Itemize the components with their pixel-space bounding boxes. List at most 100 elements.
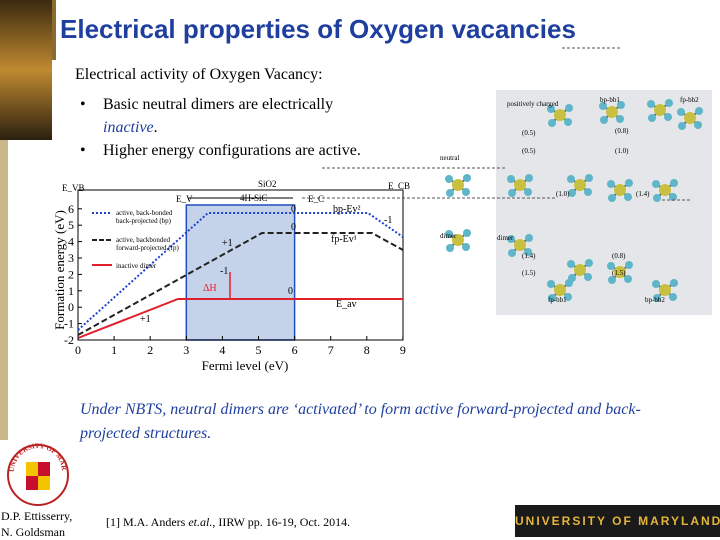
band-label: E_V (176, 194, 193, 204)
x-tick-label: 8 (364, 343, 370, 357)
diagram-label: positively charged (507, 100, 559, 108)
atom (446, 189, 454, 197)
energy-label: (0.5) (522, 147, 536, 155)
vacancy (574, 179, 586, 191)
energy-label: (1.5) (522, 269, 536, 277)
atom (652, 280, 660, 288)
atom (565, 279, 573, 287)
authors: D.P. Ettisserry, N. Goldsman (1, 508, 72, 540)
y-tick-label: 5 (68, 218, 74, 232)
bp-curve (77, 212, 404, 331)
bullet-text: Higher energy configurations are active. (103, 142, 361, 159)
band-label: E_VB (62, 183, 85, 193)
diagram-label: bp-bb2 (645, 296, 665, 304)
atom (694, 121, 702, 129)
atom (665, 99, 673, 107)
atom (648, 114, 656, 122)
caption: Under NBTS, neutral dimers are ‘activate… (80, 401, 641, 442)
author: D.P. Ettisserry, (1, 509, 73, 523)
y-tick-label: 3 (68, 251, 74, 265)
atom (524, 188, 532, 196)
atom (624, 275, 632, 283)
atom (524, 248, 532, 256)
x-axis-label: Fermi level (eV) (202, 358, 289, 373)
diagram-label: fp-bb1 (548, 296, 567, 304)
vacancy (614, 184, 626, 196)
energy-label: (1.4) (522, 252, 536, 260)
legend-label: back-projected (bp) (116, 217, 172, 225)
atom (607, 180, 615, 188)
annotation: ΔH (203, 283, 217, 294)
legend-label: active, back-bonded (116, 209, 173, 217)
legend-label: inactive dimer (116, 262, 157, 270)
bullet-marker: • (80, 96, 86, 113)
vacancy (514, 179, 526, 191)
atom (567, 175, 575, 183)
heading: Electrical activity of Oxygen Vacancy: (75, 66, 323, 83)
annotation: +1 (222, 238, 233, 249)
atom (607, 262, 615, 270)
bullet-end: . (153, 119, 158, 136)
band-label: E_CB (388, 181, 410, 191)
author: N. Goldsman (1, 525, 65, 539)
atom (584, 188, 592, 196)
annotation: 0 (291, 204, 296, 215)
diagram-label: dimer (497, 234, 514, 242)
annotation: -1 (220, 266, 228, 277)
atom (617, 101, 625, 109)
atom (462, 243, 470, 251)
annotation: fp-Ev¹ (331, 234, 357, 245)
atom (445, 175, 453, 183)
energy-label: (0.8) (615, 127, 629, 135)
vacancy (554, 284, 566, 296)
annotation: -1 (384, 215, 392, 226)
diagram-label: bp-bb1 (600, 96, 620, 104)
atom (608, 194, 616, 202)
atom (507, 235, 515, 243)
x-tick-label: 2 (147, 343, 153, 357)
legend-label: forward-projected (fp) (116, 244, 179, 252)
atom (525, 234, 533, 242)
header-image-edge (52, 0, 56, 60)
side-strip (0, 140, 8, 440)
emphasis: inactive (103, 119, 154, 136)
atom (608, 276, 616, 284)
y-axis-label: Formation energy (eV) (52, 210, 67, 330)
atom (568, 189, 576, 197)
band-gap (185, 204, 296, 341)
atom (647, 100, 655, 108)
title: Electrical properties of Oxygen vacancie… (60, 14, 576, 44)
band-label: SiO2 (258, 179, 277, 189)
y-tick-label: 1 (68, 284, 74, 298)
vacancy (684, 112, 696, 124)
diagram-label: dimer (440, 232, 457, 240)
energy-label: (1.4) (636, 190, 650, 198)
atom (653, 294, 661, 302)
bullet-marker: • (80, 142, 86, 159)
atom (547, 105, 555, 113)
bullet-text: Basic neutral dimers are electrically (103, 96, 334, 113)
atom (678, 122, 686, 130)
atom (624, 193, 632, 201)
vacancy (514, 239, 526, 251)
atom (625, 179, 633, 187)
energy-label: (1.0) (615, 147, 629, 155)
annotation: 0 (291, 222, 296, 233)
ref-part: et.al. (188, 515, 213, 529)
energy-label: (0.8) (612, 252, 626, 260)
seal-quarter (26, 462, 38, 476)
atom (695, 107, 703, 115)
energy-label: (1.0) (556, 190, 570, 198)
y-tick-label: -1 (64, 317, 74, 331)
diagram-label: neutral (440, 154, 459, 162)
x-tick-label: 6 (292, 343, 298, 357)
x-tick-label: 5 (256, 343, 262, 357)
legend-label: active, backbonded (116, 236, 171, 244)
x-tick-label: 3 (183, 343, 189, 357)
atom (507, 175, 515, 183)
atom (462, 188, 470, 196)
x-tick-label: 7 (328, 343, 334, 357)
annotation: bp-Ev² (333, 204, 360, 215)
